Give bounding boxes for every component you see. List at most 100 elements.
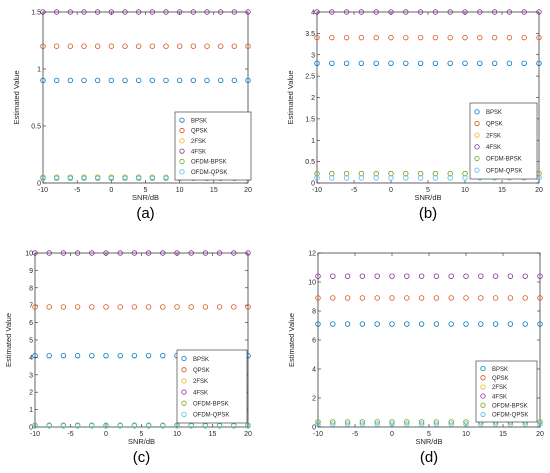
y-tick-label: 8 bbox=[312, 309, 316, 316]
data-point-4fsk bbox=[433, 273, 440, 279]
y-tick-label: 0.5 bbox=[31, 124, 41, 131]
data-point-ofdm-qpsk bbox=[188, 423, 194, 429]
data-point-qpsk bbox=[202, 304, 209, 310]
legend-box bbox=[174, 111, 252, 181]
data-point-qpsk bbox=[344, 295, 351, 301]
data-point-ofdm-qpsk bbox=[103, 423, 109, 429]
data-point-ofdm-qpsk bbox=[60, 423, 67, 429]
data-point-4fsk bbox=[374, 273, 380, 279]
data-point-qpsk bbox=[188, 304, 194, 310]
y-tick-label: 6 bbox=[29, 320, 33, 327]
legend-marker bbox=[179, 158, 185, 165]
data-point-ofdm-qpsk bbox=[131, 423, 138, 429]
y-tick-label: 0 bbox=[312, 425, 316, 432]
data-point-bpsk bbox=[163, 77, 169, 84]
legend-label: QPSK bbox=[191, 129, 208, 135]
legend-marker bbox=[480, 365, 486, 372]
legend-box bbox=[469, 102, 538, 180]
data-point-qpsk bbox=[374, 295, 380, 301]
x-tick-label: 15 bbox=[209, 431, 217, 438]
data-point-qpsk bbox=[245, 304, 251, 310]
data-point-qpsk bbox=[145, 304, 152, 310]
data-point-qpsk bbox=[245, 43, 251, 49]
x-tick-label: 5 bbox=[140, 431, 144, 438]
legend-label: QPSK bbox=[486, 122, 503, 128]
data-point-qpsk bbox=[131, 304, 138, 310]
data-point-qpsk bbox=[74, 304, 81, 310]
data-point-4fsk bbox=[522, 273, 528, 279]
data-point-bpsk bbox=[40, 77, 46, 84]
data-point-qpsk bbox=[462, 34, 468, 41]
data-point-qpsk bbox=[492, 295, 499, 301]
legend-marker bbox=[181, 367, 187, 373]
legend: BPSK QPSK 2FSK 4FSK OFDM-BPSK OFDM-QPSK bbox=[176, 349, 248, 424]
x-tick-label: 20 bbox=[244, 187, 252, 194]
x-tick-label: 10 bbox=[173, 431, 181, 438]
data-point-4fsk bbox=[176, 9, 183, 15]
legend-marker bbox=[179, 138, 185, 144]
y-tick-label: 3 bbox=[29, 372, 33, 379]
legend-marker bbox=[181, 378, 187, 384]
data-point-bpsk bbox=[463, 321, 469, 327]
data-point-ofdm-bpsk bbox=[315, 419, 321, 425]
data-point-bpsk bbox=[103, 352, 109, 359]
data-point-ofdm-qpsk bbox=[145, 423, 152, 429]
y-axis-label: Estimated Value bbox=[12, 70, 21, 124]
x-tick-label: -5 bbox=[351, 187, 357, 194]
data-point-qpsk bbox=[358, 34, 365, 41]
x-tick-label: -10 bbox=[313, 431, 323, 438]
data-point-4fsk bbox=[202, 250, 209, 256]
data-point-qpsk bbox=[46, 304, 52, 310]
data-point-qpsk bbox=[478, 295, 484, 301]
legend-marker bbox=[474, 167, 480, 173]
data-point-ofdm-qpsk bbox=[94, 175, 101, 182]
data-point-4fsk bbox=[447, 9, 453, 15]
legend-marker bbox=[181, 400, 187, 406]
data-point-bpsk bbox=[521, 60, 527, 66]
x-axis-label: SNR/dB bbox=[132, 193, 159, 202]
data-point-bpsk bbox=[507, 321, 514, 327]
data-point-qpsk bbox=[388, 34, 394, 41]
data-point-ofdm-bpsk bbox=[344, 419, 351, 425]
data-point-bpsk bbox=[477, 60, 483, 66]
y-tick-label: 0 bbox=[29, 425, 33, 432]
data-point-4fsk bbox=[491, 9, 498, 15]
data-point-ofdm-qpsk bbox=[359, 421, 366, 427]
panel-label: (a) bbox=[136, 205, 154, 222]
data-point-qpsk bbox=[163, 43, 169, 49]
data-point-ofdm-bpsk bbox=[463, 419, 469, 425]
data-point-ofdm-bpsk bbox=[359, 419, 366, 425]
y-tick-label: 4 bbox=[311, 10, 315, 17]
data-point-4fsk bbox=[432, 9, 439, 15]
x-tick-label: 10 bbox=[176, 187, 184, 194]
legend-marker bbox=[181, 411, 187, 418]
data-point-bpsk bbox=[478, 321, 484, 327]
data-point-ofdm-qpsk bbox=[418, 421, 425, 427]
data-point-ofdm-qpsk bbox=[135, 175, 142, 182]
data-point-bpsk bbox=[432, 60, 439, 66]
data-point-qpsk bbox=[403, 34, 409, 41]
data-point-4fsk bbox=[373, 9, 379, 15]
data-point-qpsk bbox=[60, 304, 67, 310]
x-tick-label: 0 bbox=[109, 187, 113, 194]
data-point-4fsk bbox=[245, 250, 251, 256]
data-point-qpsk bbox=[40, 43, 46, 49]
data-point-bpsk bbox=[373, 60, 379, 66]
legend-marker bbox=[179, 148, 185, 154]
data-point-ofdm-qpsk bbox=[74, 423, 81, 429]
data-point-ofdm-qpsk bbox=[344, 421, 351, 427]
data-point-4fsk bbox=[217, 9, 224, 15]
data-point-4fsk bbox=[188, 250, 194, 256]
legend-marker bbox=[474, 109, 480, 115]
x-tick-label: 15 bbox=[499, 431, 507, 438]
data-point-4fsk bbox=[74, 250, 81, 256]
y-tick-label: 4 bbox=[312, 367, 316, 374]
y-tick-label: 8 bbox=[29, 285, 33, 292]
panel-label: (d) bbox=[420, 449, 438, 466]
data-point-bpsk bbox=[204, 77, 210, 84]
y-tick-label: 12 bbox=[308, 251, 316, 258]
y-tick-label: 5 bbox=[29, 338, 33, 345]
x-tick-label: 20 bbox=[535, 187, 543, 194]
data-point-4fsk bbox=[245, 9, 251, 15]
data-point-4fsk bbox=[314, 9, 320, 15]
